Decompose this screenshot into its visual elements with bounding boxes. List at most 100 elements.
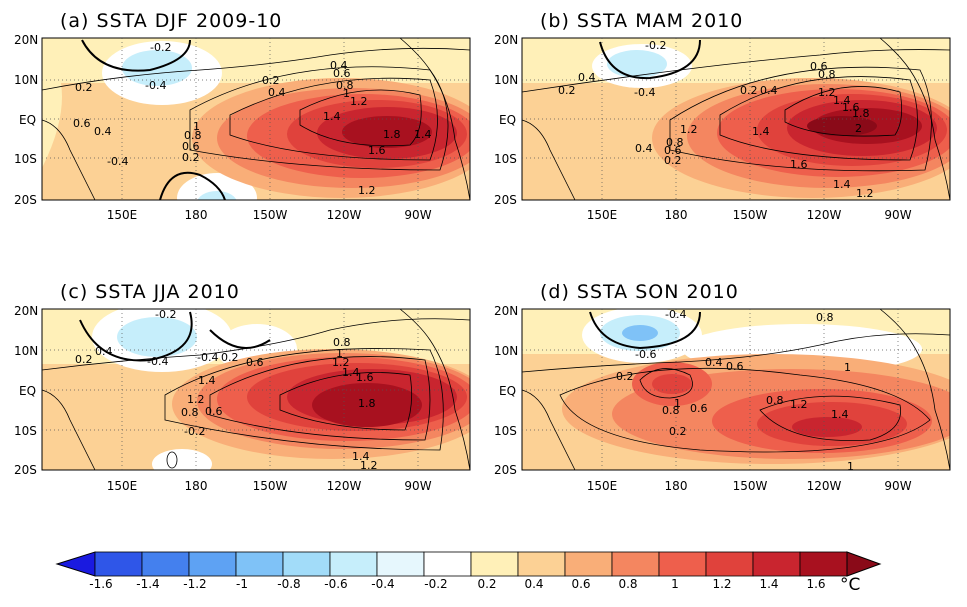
contour-label: 0.6 bbox=[690, 402, 708, 415]
contour-label: 0.2 bbox=[75, 353, 93, 366]
contour-label: 1.6 bbox=[842, 101, 860, 114]
contour-label: 0.2 bbox=[558, 84, 576, 97]
contour-label: 1 bbox=[193, 120, 200, 133]
colorbar-segment bbox=[94, 551, 143, 577]
lat-tick: 10S bbox=[14, 424, 37, 438]
colorbar-segment bbox=[329, 551, 378, 577]
contour-label: 1.2 bbox=[332, 356, 350, 369]
contour-label: 1.2 bbox=[818, 86, 836, 99]
panel-c-frame bbox=[41, 308, 471, 471]
panel-b-land bbox=[521, 37, 951, 201]
panel-d-lat-ticks: 20N 10N EQ 10S 20S bbox=[494, 304, 518, 477]
colorbar-segment bbox=[376, 551, 425, 577]
contour-label: 0.6 bbox=[73, 117, 91, 130]
contour-label: 1.4 bbox=[323, 110, 341, 123]
lon-tick: 120W bbox=[327, 208, 362, 222]
colorbar-label: 1.4 bbox=[759, 577, 778, 591]
lat-tick: 20N bbox=[494, 33, 518, 47]
lat-tick: 10S bbox=[14, 152, 37, 166]
panel-b-contour-labels: -0.2 0.4 0.2 -0.4 0.2 0.4 0.6 0.8 1.2 1.… bbox=[558, 39, 874, 200]
lat-tick: 10N bbox=[14, 73, 38, 87]
panel-b-lon-ticks: 150E 180 150W 120W 90W bbox=[587, 208, 912, 222]
contour-label: 0.4 bbox=[95, 345, 113, 358]
panel-b-lat-ticks: 20N 10N EQ 10S 20S bbox=[494, 33, 518, 207]
lat-tick: 20N bbox=[14, 304, 38, 318]
contour-label: -0.2 bbox=[150, 41, 171, 54]
contour-label: 1.2 bbox=[358, 184, 376, 197]
contour-label: 0.2 bbox=[664, 154, 682, 167]
panel-a-grid bbox=[42, 38, 470, 200]
panel-b-title: (b) SSTA MAM 2010 bbox=[540, 10, 743, 32]
contour-label: 1.4 bbox=[352, 450, 370, 463]
lon-tick: 90W bbox=[404, 479, 431, 493]
colorbar-label: 0.4 bbox=[524, 577, 543, 591]
contour-label: 0.4 bbox=[94, 125, 112, 138]
panel-d: (d) SSTA SON 2010 20N 10N EQ 10S 20S 150… bbox=[494, 281, 951, 493]
colorbar-label: 0.8 bbox=[618, 577, 637, 591]
contour-label: 0.4 bbox=[705, 356, 723, 369]
contour-label: 0.6 bbox=[333, 67, 351, 80]
contour-label: 0.8 bbox=[662, 404, 680, 417]
panel-a-contours bbox=[41, 39, 471, 201]
contour-label: 0.4 bbox=[268, 86, 286, 99]
colorbar-segment bbox=[235, 551, 284, 577]
panel-d-frame bbox=[521, 308, 951, 471]
lon-tick: 120W bbox=[807, 479, 842, 493]
contour-label: 1.2 bbox=[360, 459, 378, 472]
contour-label: 0.8 bbox=[816, 311, 834, 324]
colorbar: -1.6 -1.4 -1.2 -1 -0.8 -0.6 -0.4 -0.2 0.… bbox=[55, 551, 882, 595]
panel-c-contour-labels: -0.2 0.2 0.4 -0.4 -0.4 0.2 0.6 0.8 1 1.2… bbox=[75, 308, 378, 472]
contour-label: 0.2 bbox=[75, 81, 93, 94]
contour-label: 1.2 bbox=[350, 95, 368, 108]
lat-tick: 10N bbox=[14, 344, 38, 358]
contour-label: 1 bbox=[674, 397, 681, 410]
lat-tick: 10N bbox=[494, 344, 518, 358]
panel-b-grid bbox=[522, 38, 950, 200]
colorbar-label: -0.4 bbox=[371, 577, 394, 591]
lon-tick: 150W bbox=[733, 208, 768, 222]
contour-label: 1.8 bbox=[852, 107, 870, 120]
contour-label: 1.6 bbox=[790, 158, 808, 171]
colorbar-segment bbox=[470, 551, 519, 577]
colorbar-segment bbox=[188, 551, 237, 577]
contour-label: -0.4 bbox=[145, 79, 166, 92]
lat-tick: 20S bbox=[14, 463, 37, 477]
lon-tick: 180 bbox=[665, 208, 688, 222]
colorbar-segment bbox=[799, 551, 848, 577]
lon-tick: 90W bbox=[884, 208, 911, 222]
contour-label: -0.4 bbox=[665, 308, 686, 321]
lon-tick: 150E bbox=[587, 208, 618, 222]
colorbar-label: 1 bbox=[671, 577, 679, 591]
colorbar-segment bbox=[517, 551, 566, 577]
contour-label: 0.6 bbox=[246, 356, 264, 369]
lon-tick: 120W bbox=[807, 208, 842, 222]
contour-label: 0.6 bbox=[810, 60, 828, 73]
lat-tick: 20S bbox=[494, 193, 517, 207]
panel-a-lon-ticks: 150E 180 150W 120W 90W bbox=[107, 208, 432, 222]
colorbar-label: -0.6 bbox=[324, 577, 347, 591]
contour-label: -0.4 bbox=[197, 351, 218, 364]
contour-label: -0.4 bbox=[107, 155, 128, 168]
lon-tick: 90W bbox=[404, 208, 431, 222]
contour-label: 0.2 bbox=[262, 74, 280, 87]
panel-d-title: (d) SSTA SON 2010 bbox=[540, 281, 739, 303]
contour-label: 0.8 bbox=[333, 336, 351, 349]
colorbar-segment bbox=[141, 551, 190, 577]
contour-label: 0.2 bbox=[669, 425, 687, 438]
colorbar-label: 1.6 bbox=[806, 577, 825, 591]
lon-tick: 180 bbox=[665, 479, 688, 493]
contour-label: 1.8 bbox=[358, 397, 376, 410]
lon-tick: 150W bbox=[253, 208, 288, 222]
contour-label: 1.4 bbox=[752, 125, 770, 138]
colorbar-arrow-right bbox=[846, 551, 882, 577]
lon-tick: 150E bbox=[587, 479, 618, 493]
colorbar-label: -0.2 bbox=[424, 577, 447, 591]
contour-label: 0.6 bbox=[726, 360, 744, 373]
lat-tick: 10S bbox=[494, 424, 517, 438]
contour-label: 1.6 bbox=[368, 144, 386, 157]
panel-d-contours bbox=[521, 311, 951, 453]
contour-label: 0.8 bbox=[184, 129, 202, 142]
colorbar-segment bbox=[423, 551, 472, 577]
panel-c-land bbox=[41, 308, 471, 471]
